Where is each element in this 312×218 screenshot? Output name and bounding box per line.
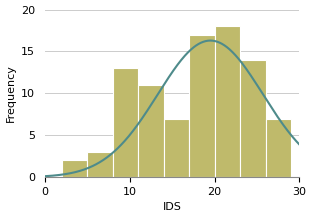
Bar — [266, 119, 291, 177]
Bar — [189, 35, 215, 177]
Bar — [240, 60, 266, 177]
Y-axis label: Frequency: Frequency — [6, 65, 16, 122]
X-axis label: IDS: IDS — [163, 203, 182, 213]
Bar — [138, 85, 164, 177]
Bar — [62, 160, 87, 177]
Bar — [164, 119, 189, 177]
Bar — [113, 68, 138, 177]
Bar — [215, 26, 240, 177]
Bar — [87, 152, 113, 177]
